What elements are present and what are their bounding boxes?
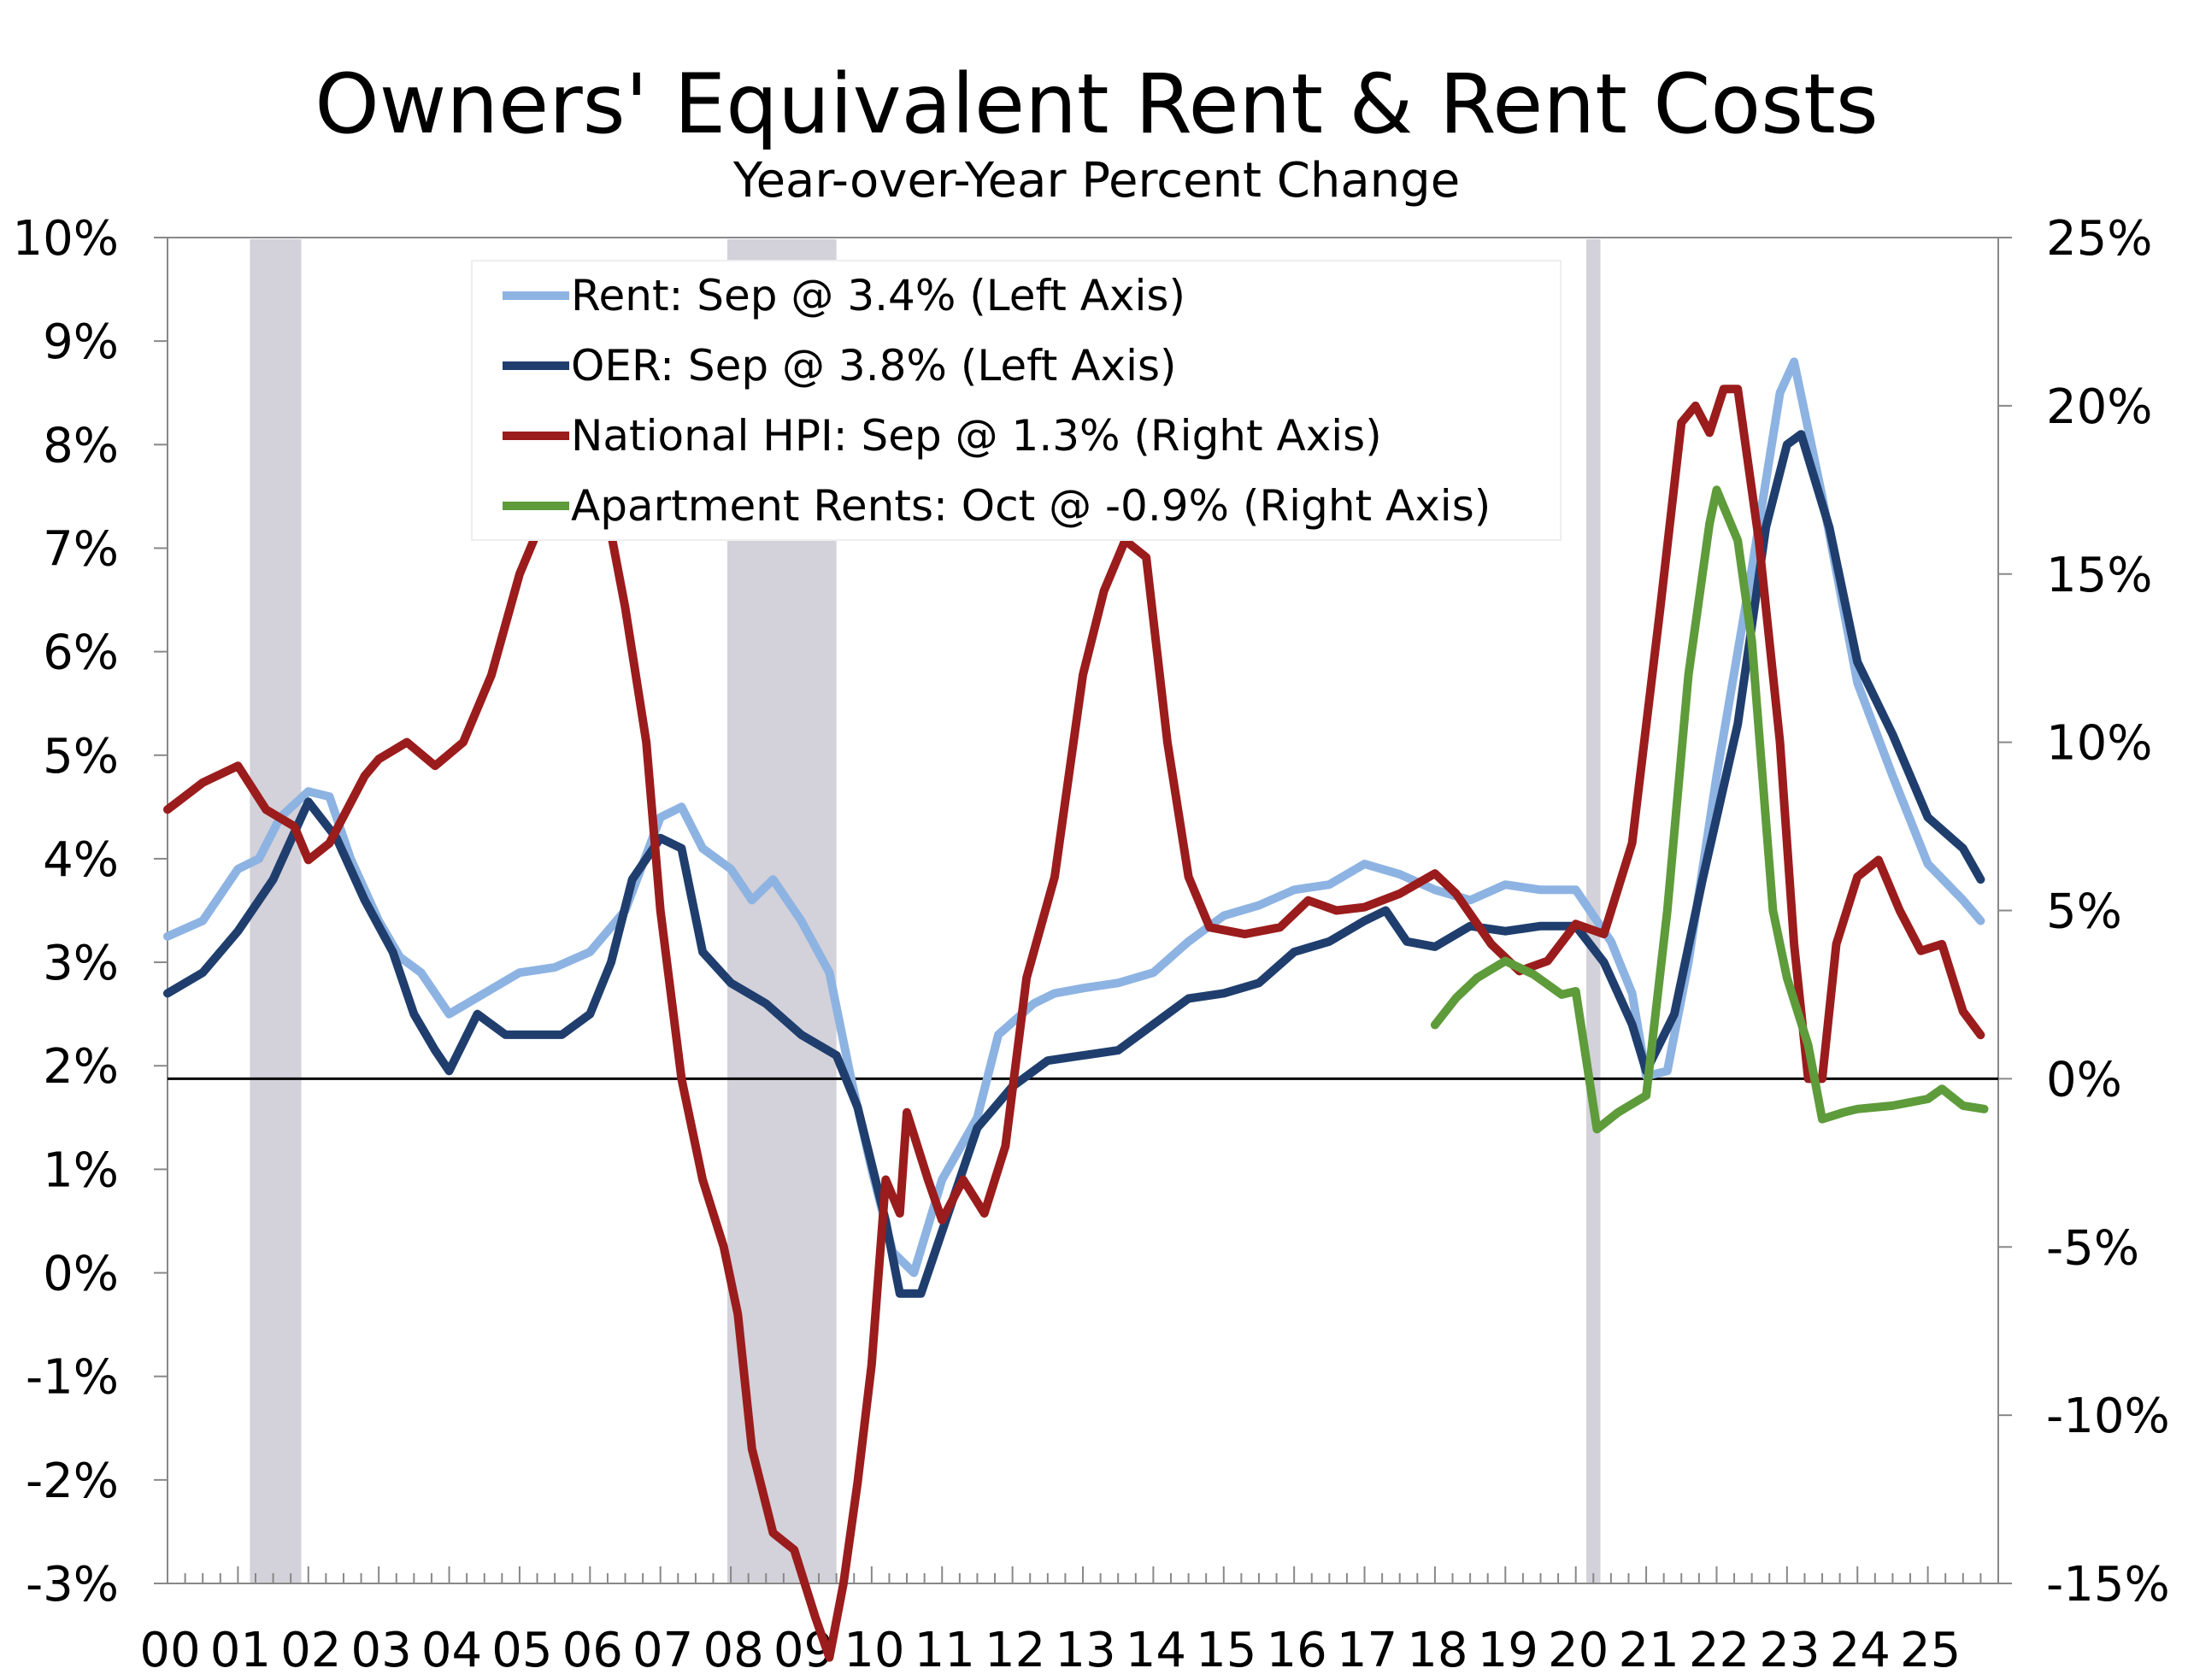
right-tick-label: -5% [2046, 1220, 2139, 1276]
legend-label: OER: Sep @ 3.8% (Left Axis) [571, 341, 1177, 391]
x-tick-label: 21 [1618, 1623, 1679, 1678]
left-tick-label: 5% [43, 729, 119, 784]
chart-title: Owners' Equivalent Rent & Rent Costs [315, 56, 1879, 152]
left-tick-label: 4% [43, 832, 119, 888]
left-tick-label: 1% [43, 1143, 119, 1198]
left-tick-label: -3% [26, 1557, 119, 1612]
left-tick-label: 7% [43, 521, 119, 577]
left-tick-label: 10% [13, 211, 119, 267]
x-tick-label: 19 [1478, 1623, 1538, 1678]
left-tick-label: 2% [43, 1039, 119, 1095]
hpi-line [163, 385, 1985, 1662]
legend-label: National HPI: Sep @ 1.3% (Right Axis) [571, 411, 1382, 461]
legend-box [471, 260, 1562, 541]
right-tick-label: 10% [2046, 716, 2152, 772]
right-tick-label: 15% [2046, 548, 2152, 603]
x-tick-label: 04 [421, 1623, 482, 1678]
legend-label: Apartment Rents: Oct @ -0.9% (Right Axis… [571, 481, 1491, 531]
x-tick-label: 16 [1267, 1623, 1327, 1678]
chart-subtitle: Year-over-Year Percent Change [732, 153, 1460, 209]
x-tick-label: 02 [280, 1623, 341, 1678]
x-tick-label: 12 [985, 1623, 1045, 1678]
axes: 10% 9% 8% 7% 6% 5% 4% 3% 2% 1% 0% -1% -2% -3% 25% 20% 15… [13, 211, 2170, 1678]
x-tick-label: 10 [844, 1623, 904, 1678]
rent-line [163, 357, 1985, 1278]
x-tick-label: 13 [1055, 1623, 1115, 1678]
right-tick-label: -15% [2046, 1557, 2170, 1612]
recession-bar [250, 239, 302, 1583]
x-tick-label: 08 [703, 1623, 763, 1678]
x-tick-label: 17 [1337, 1623, 1397, 1678]
x-tick-label: 25 [1900, 1623, 1961, 1678]
oer-line [163, 430, 1985, 1298]
x-tick-label: 15 [1196, 1623, 1256, 1678]
x-tick-label: 11 [915, 1623, 975, 1678]
series-lines [163, 357, 1989, 1662]
x-tick-label: 20 [1548, 1623, 1609, 1678]
x-tick-label: 01 [210, 1623, 271, 1678]
x-tick-label: 24 [1830, 1623, 1891, 1678]
x-tick-label: 18 [1407, 1623, 1467, 1678]
left-tick-label: 0% [43, 1247, 119, 1302]
left-tick-label: -1% [26, 1350, 119, 1406]
legend: Rent: Sep @ 3.4% (Left Axis) OER: Sep @ 3… [471, 260, 1562, 541]
apartment-rents-line [1430, 485, 1989, 1134]
x-tick-label: 06 [562, 1623, 623, 1678]
left-tick-label: 9% [43, 314, 119, 370]
right-tick-label: -10% [2046, 1389, 2170, 1444]
x-tick-label: 07 [632, 1623, 693, 1678]
x-tick-label: 22 [1689, 1623, 1750, 1678]
left-tick-label: -2% [26, 1454, 119, 1509]
right-tick-label: 20% [2046, 379, 2152, 435]
left-tick-label: 3% [43, 936, 119, 991]
x-tick-label: 03 [351, 1623, 412, 1678]
x-tick-label: 05 [491, 1623, 552, 1678]
right-tick-label: 25% [2046, 211, 2152, 267]
left-tick-label: 6% [43, 626, 119, 681]
right-tick-label: 0% [2046, 1052, 2122, 1107]
right-tick-label: 5% [2046, 884, 2122, 940]
legend-label: Rent: Sep @ 3.4% (Left Axis) [571, 271, 1185, 320]
x-tick-label: 00 [139, 1623, 200, 1678]
x-tick-label: 14 [1126, 1623, 1186, 1678]
left-tick-label: 8% [43, 418, 119, 473]
x-tick-label: 23 [1759, 1623, 1820, 1678]
